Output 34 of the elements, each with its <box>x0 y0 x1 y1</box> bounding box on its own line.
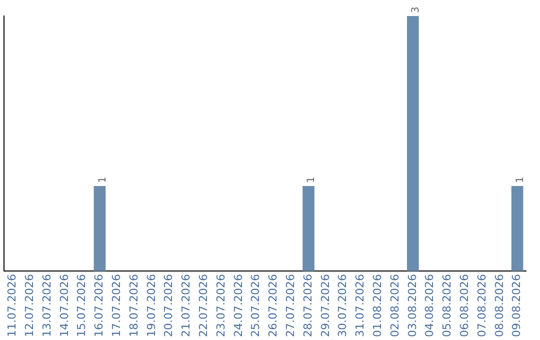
x-tick-label: 04.08.2026 <box>423 274 436 338</box>
x-tick-label: 05.08.2026 <box>440 274 454 338</box>
x-tick-label: 09.08.2026 <box>510 274 524 338</box>
x-tick-label: 29.07.2026 <box>318 274 332 338</box>
x-tick-label: 15.07.2026 <box>75 274 88 338</box>
x-tick-label: 26.07.2026 <box>266 274 280 338</box>
x-tick-label: 19.07.2026 <box>144 274 158 338</box>
x-tick-label: 24.07.2026 <box>232 274 245 338</box>
data-label: 1 <box>514 176 526 184</box>
x-tick-label: 21.07.2026 <box>180 274 193 338</box>
x-tick-label: 27.07.2026 <box>284 274 297 338</box>
x-tick-label: 25.07.2026 <box>249 274 262 338</box>
x-tick-label: 02.08.2026 <box>388 274 402 338</box>
x-tick-label: 18.07.2026 <box>127 274 140 338</box>
data-label: 1 <box>97 176 108 184</box>
x-tick-label: 20.07.2026 <box>162 274 176 338</box>
x-tick-label: 08.08.2026 <box>492 274 506 338</box>
data-label: 3 <box>410 6 422 13</box>
x-tick-label: 13.07.2026 <box>40 274 54 338</box>
x-tick-label: 17.07.2026 <box>110 274 123 338</box>
x-tick-label: 07.08.2026 <box>475 274 488 338</box>
x-tick-label: 11.07.2026 <box>6 274 19 338</box>
x-tick-label: 30.07.2026 <box>336 274 350 338</box>
x-tick-label: 03.08.2026 <box>406 274 419 338</box>
x-tick-label: 23.07.2026 <box>214 274 228 338</box>
x-tick-label: 31.07.2026 <box>354 274 367 338</box>
x-tick-label: 22.07.2026 <box>196 274 210 338</box>
x-tick-label: 16.07.2026 <box>92 274 106 338</box>
x-tick-label: 14.07.2026 <box>58 274 71 338</box>
x-tick-label: 01.08.2026 <box>370 274 384 338</box>
x-tick-label: 06.08.2026 <box>458 274 471 338</box>
data-label: 1 <box>306 176 318 184</box>
x-tick-label: 28.07.2026 <box>301 274 314 338</box>
x-tick-label: 12.07.2026 <box>22 274 36 338</box>
